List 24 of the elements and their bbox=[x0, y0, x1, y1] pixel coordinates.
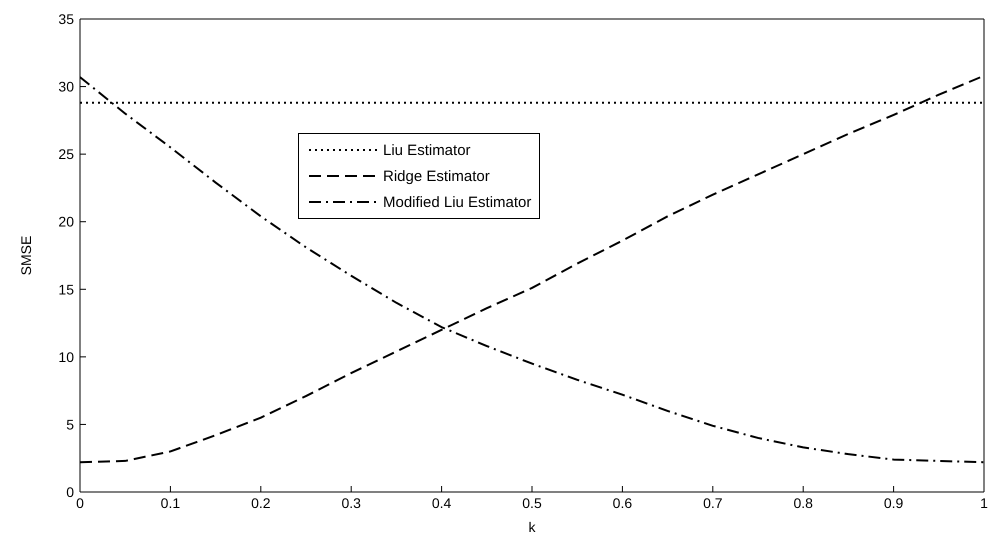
y-tick-label: 35 bbox=[58, 10, 74, 27]
x-tick-label: 0.6 bbox=[612, 494, 632, 511]
legend-label: Ridge Estimator bbox=[383, 168, 490, 184]
legend-label: Modified Liu Estimator bbox=[383, 194, 532, 210]
x-tick-label: 0.8 bbox=[793, 494, 814, 511]
x-tick-label: 1 bbox=[980, 494, 988, 511]
x-tick-label: 0.7 bbox=[703, 494, 723, 511]
y-tick-label: 20 bbox=[58, 214, 74, 230]
y-tick-label: 5 bbox=[66, 416, 74, 432]
x-tick-label: 0.9 bbox=[884, 494, 904, 511]
x-tick-label: 0.5 bbox=[522, 494, 542, 511]
x-axis-title: k bbox=[528, 519, 536, 535]
y-tick-label: 0 bbox=[66, 484, 74, 500]
y-tick-label: 15 bbox=[58, 281, 74, 298]
y-tick-label: 10 bbox=[58, 348, 74, 365]
x-tick-label: 0.4 bbox=[432, 494, 452, 511]
y-tick-label: 30 bbox=[58, 78, 74, 95]
x-tick-label: 0.2 bbox=[251, 494, 271, 511]
y-axis-title: SMSE bbox=[18, 236, 34, 276]
y-tick-label: 25 bbox=[58, 146, 74, 162]
x-tick-label: 0 bbox=[76, 494, 84, 511]
x-tick-label: 0.3 bbox=[341, 494, 362, 511]
x-tick-label: 0.1 bbox=[160, 494, 180, 511]
legend-label: Liu Estimator bbox=[383, 142, 471, 158]
